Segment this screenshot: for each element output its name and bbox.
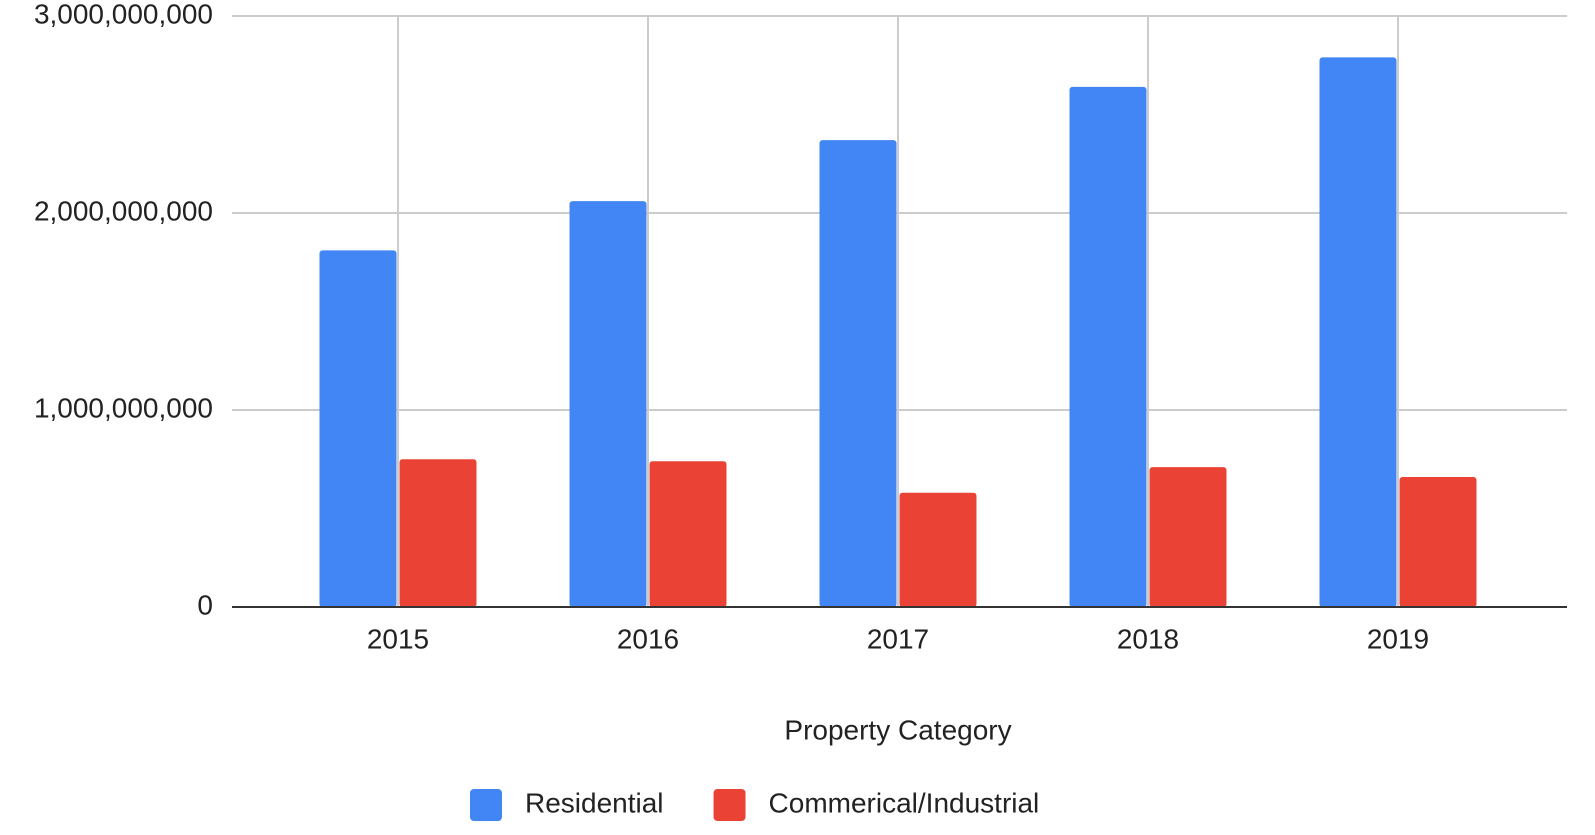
bar [899, 492, 977, 607]
bar [1319, 57, 1397, 608]
legend-label: Residential [525, 787, 664, 818]
bar [1149, 467, 1227, 607]
legend-label: Commerical/Industrial [769, 787, 1040, 818]
legend-swatch [713, 789, 746, 821]
bar [569, 201, 647, 607]
bar [1069, 86, 1147, 608]
bar [1399, 476, 1477, 607]
x-tick-label: 2018 [1117, 623, 1179, 654]
y-tick-label: 3,000,000,000 [34, 0, 213, 29]
x-axis-label: Property Category [784, 714, 1011, 745]
y-tick-label: 1,000,000,000 [34, 392, 213, 423]
x-tick-label: 2019 [1367, 623, 1429, 654]
bar [399, 459, 477, 607]
bar [819, 140, 897, 608]
x-tick-label: 2015 [367, 623, 429, 654]
y-tick-label: 0 [197, 589, 213, 620]
y-tick-label: 2,000,000,000 [34, 195, 213, 226]
x-tick-label: 2017 [867, 623, 929, 654]
legend-swatch [470, 789, 502, 821]
bar [319, 250, 397, 607]
bar [649, 461, 727, 607]
x-tick-label: 2016 [617, 623, 679, 654]
